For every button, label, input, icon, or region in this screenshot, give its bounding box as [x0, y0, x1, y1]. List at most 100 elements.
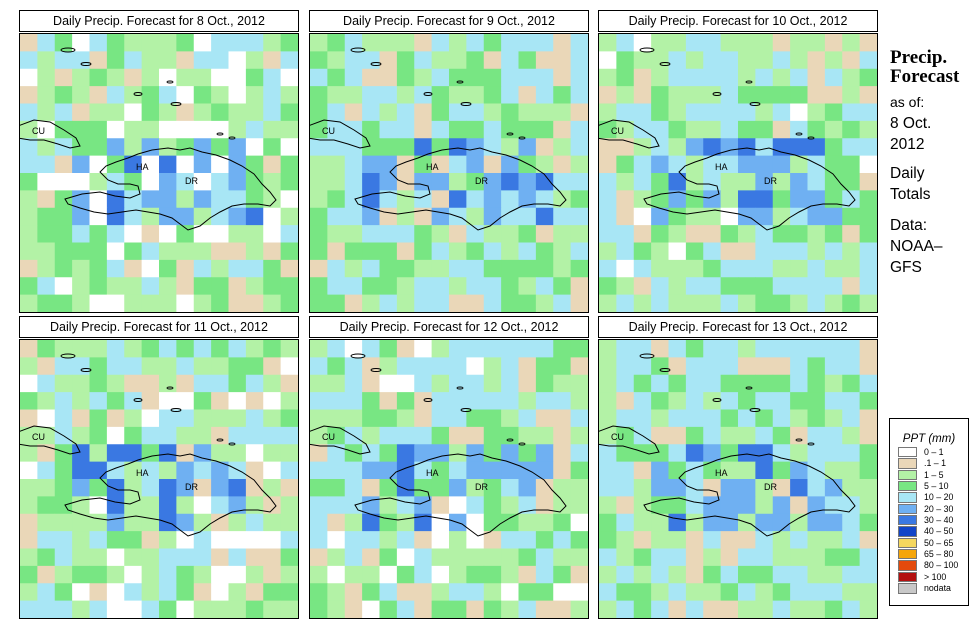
precip-cell	[790, 51, 808, 70]
precip-cell	[738, 242, 756, 261]
precip-cell	[54, 600, 73, 618]
precip-cell	[449, 138, 467, 157]
precip-cell	[466, 51, 485, 70]
precip-cell	[738, 357, 756, 376]
precip-cell	[616, 120, 635, 139]
precip-cell	[54, 225, 73, 243]
precip-cell	[685, 207, 704, 226]
precip-cell	[54, 461, 73, 480]
precip-cell	[193, 103, 212, 122]
precip-cell	[344, 548, 363, 567]
precip-cell	[37, 565, 56, 584]
precip-map: CU HA DR	[309, 33, 589, 313]
precip-cell	[501, 340, 519, 358]
precip-cell	[483, 242, 502, 261]
precip-cell	[414, 225, 433, 243]
precip-cell	[228, 294, 247, 312]
precip-cell	[159, 68, 177, 87]
precip-cell	[414, 242, 433, 261]
country-label-dr: DR	[185, 482, 198, 492]
precip-cell	[668, 242, 687, 261]
precip-cell	[599, 444, 617, 463]
precip-cell	[859, 138, 877, 157]
precip-cell	[720, 207, 739, 226]
precip-cell	[310, 34, 328, 52]
precip-cell	[379, 531, 398, 549]
precip-cell	[159, 51, 177, 70]
precip-cell	[396, 479, 415, 497]
precip-cell	[535, 479, 554, 497]
precip-map: CU HA DR	[309, 339, 589, 619]
precip-cell	[89, 103, 108, 122]
precip-cell	[193, 479, 212, 497]
precip-cell	[570, 173, 588, 191]
precip-cell	[159, 461, 177, 480]
precip-cell	[20, 120, 38, 139]
precip-cell	[599, 426, 617, 445]
precip-cell	[535, 600, 554, 618]
precip-cell	[228, 461, 247, 480]
precip-cell	[518, 461, 537, 480]
precip-cell	[193, 409, 212, 428]
precip-cell	[720, 461, 739, 480]
precip-cell	[362, 155, 380, 174]
precip-map: CU HA DR	[19, 33, 299, 313]
precip-cell	[570, 242, 588, 261]
precip-cell	[193, 34, 212, 52]
precip-cell	[344, 583, 363, 602]
precip-cell	[263, 600, 282, 618]
precip-cell	[72, 34, 90, 52]
legend-item: nodata	[890, 583, 968, 594]
precip-cell	[362, 479, 380, 497]
precip-cell	[685, 600, 704, 618]
precip-cell	[535, 565, 554, 584]
precip-cell	[310, 242, 328, 261]
precip-cell	[535, 374, 554, 393]
precip-cell	[449, 444, 467, 463]
precip-cell	[483, 513, 502, 532]
precip-cell	[685, 34, 704, 52]
precip-cell	[414, 583, 433, 602]
precip-cell	[327, 357, 346, 376]
precip-cell	[668, 461, 687, 480]
precip-cell	[518, 138, 537, 157]
precip-cell	[414, 68, 433, 87]
precip-cell	[124, 357, 143, 376]
precip-cell	[37, 600, 56, 618]
precip-cell	[720, 103, 739, 122]
precip-cell	[483, 357, 502, 376]
precip-cell	[553, 242, 572, 261]
precip-cell	[633, 548, 652, 567]
precip-cell	[72, 479, 90, 497]
precip-cell	[280, 340, 298, 358]
precip-cell	[807, 173, 826, 191]
precip-cell	[720, 340, 739, 358]
precip-cell	[414, 120, 433, 139]
coastline	[599, 119, 660, 149]
precip-cell	[501, 600, 519, 618]
precip-cell	[518, 86, 537, 104]
coastline	[599, 425, 660, 455]
precip-cell	[106, 479, 125, 497]
precip-cell	[685, 392, 704, 410]
precip-cell	[327, 277, 346, 296]
precip-cell	[483, 565, 502, 584]
precip-cell	[245, 357, 264, 376]
precip-cell	[859, 173, 877, 191]
precip-cell	[570, 531, 588, 549]
precip-cell	[280, 426, 298, 445]
country-label-dr: DR	[475, 482, 488, 492]
precip-cell	[842, 86, 861, 104]
precip-cell	[518, 426, 537, 445]
precip-cell	[599, 409, 617, 428]
precip-cell	[720, 374, 739, 393]
precip-cell	[501, 103, 519, 122]
precip-cell	[535, 357, 554, 376]
precip-cell	[72, 173, 90, 191]
precip-cell	[37, 103, 56, 122]
precip-cell	[755, 357, 774, 376]
precip-cell	[176, 207, 195, 226]
precip-cell	[396, 548, 415, 567]
precip-cell	[553, 259, 572, 278]
precip-cell	[72, 565, 90, 584]
